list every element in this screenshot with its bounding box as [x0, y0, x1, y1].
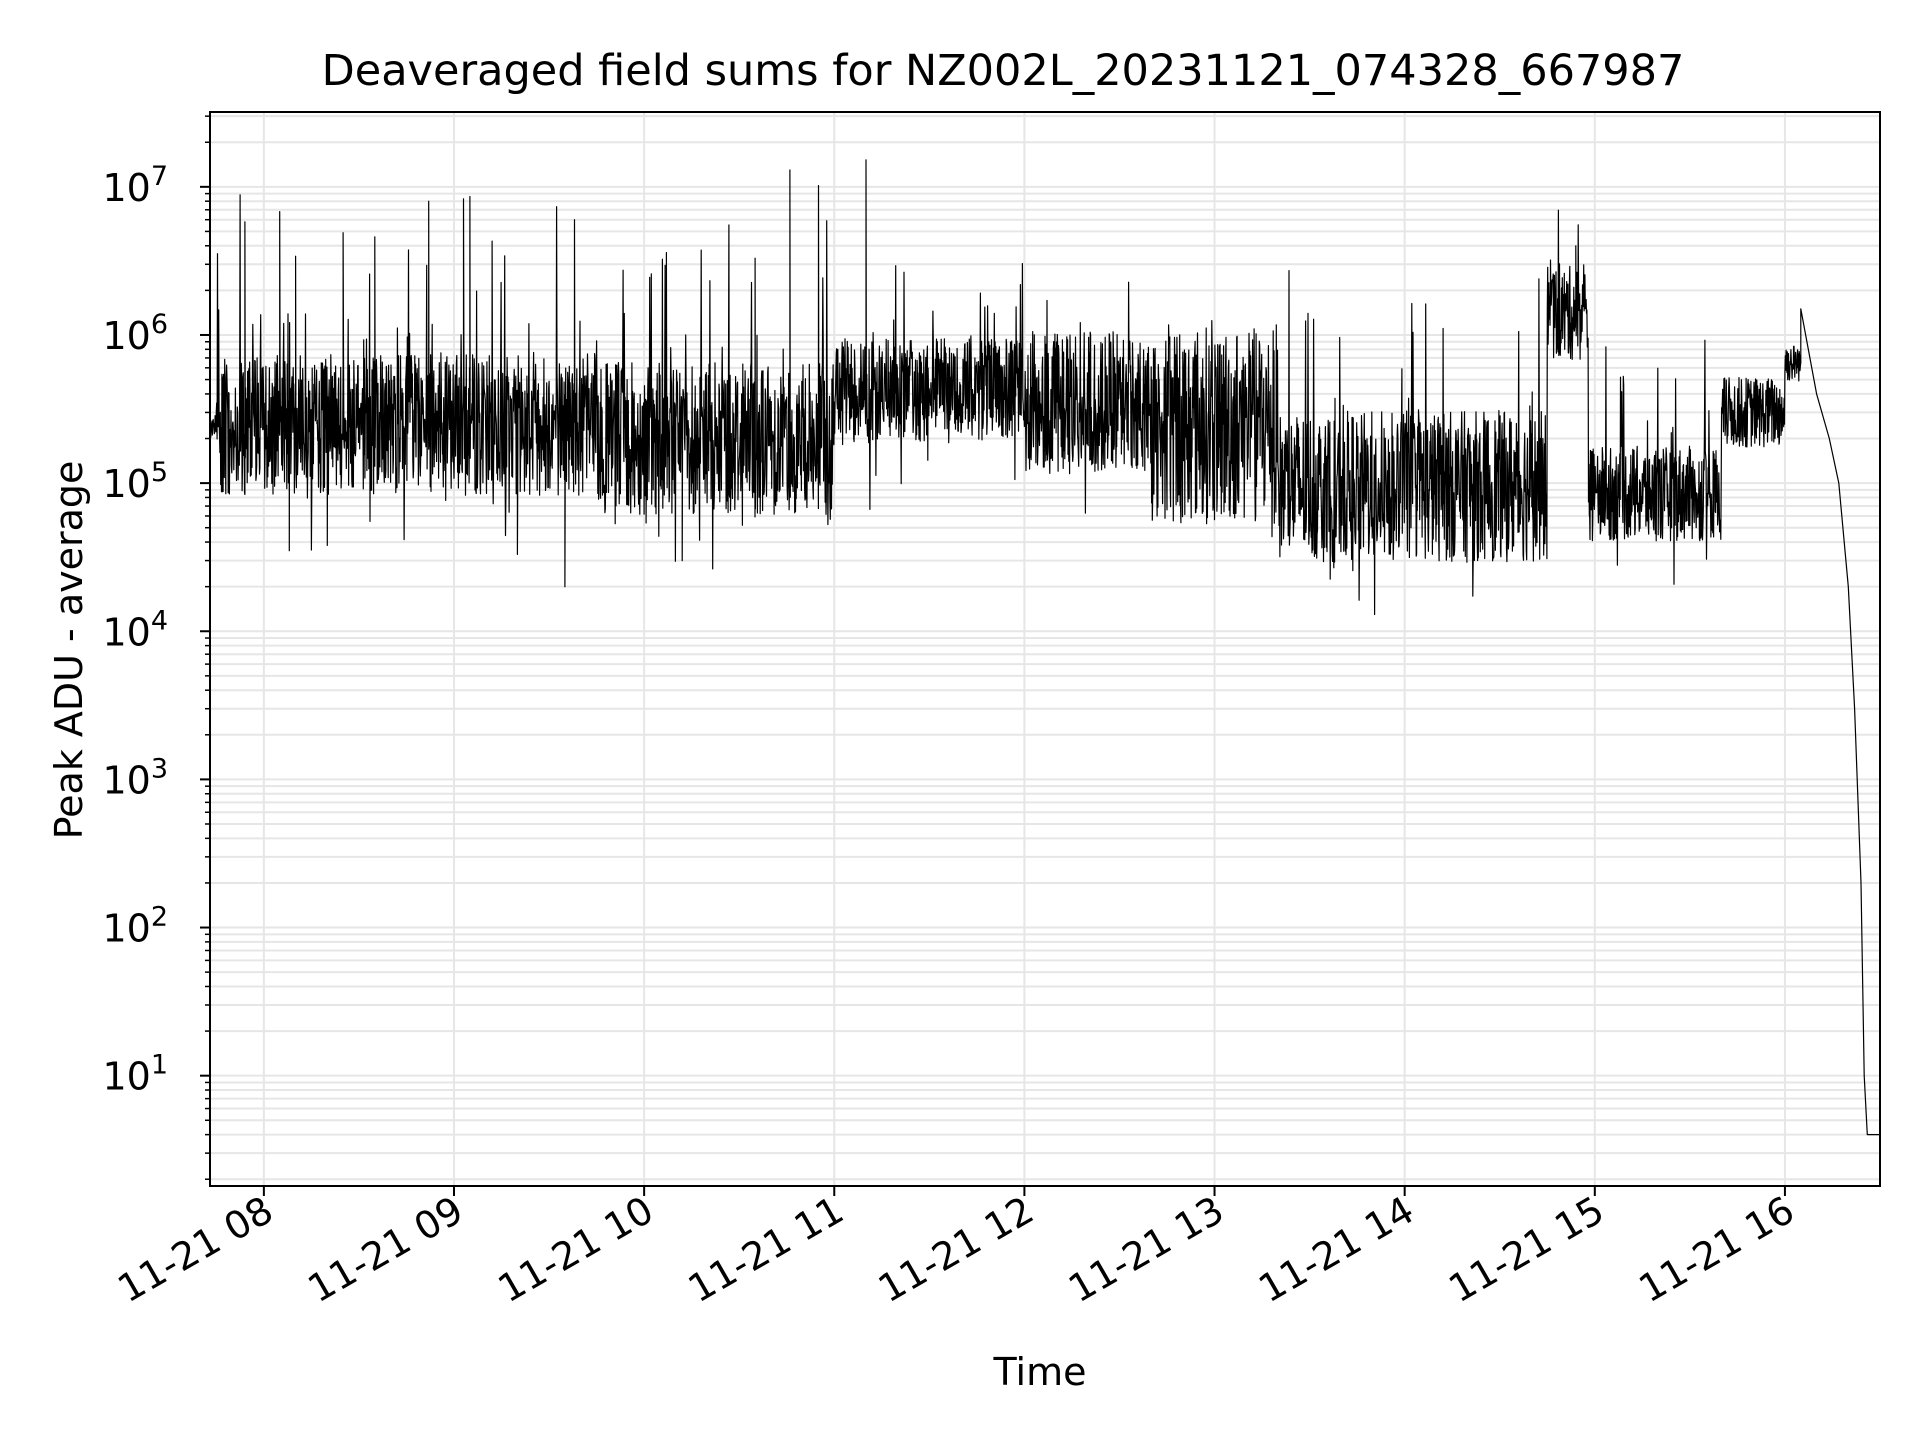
x-tick-label: 11-21 08: [110, 1188, 280, 1312]
y-axis: 101 102 103 104 105 106 107: [102, 115, 210, 1180]
y-tick-label: 107: [102, 161, 168, 210]
y-tick-label: 105: [102, 457, 168, 506]
chart-title: Deaveraged field sums for NZ002L_2023112…: [322, 46, 1685, 96]
series-line: [209, 159, 1880, 1136]
x-tick-label: 11-21 15: [1441, 1188, 1611, 1312]
x-axis: 11-21 08 11-21 09 11-21 10 11-21 11 11-21 12…: [110, 1186, 1801, 1311]
y-axis-label: Peak ADU - average: [47, 461, 91, 840]
x-tick-label: 11-21 16: [1631, 1188, 1801, 1312]
x-tick-label: 11-21 12: [871, 1188, 1041, 1312]
x-tick-label: 11-21 13: [1061, 1188, 1231, 1312]
y-tick-label: 101: [102, 1050, 168, 1099]
series-layer: [209, 159, 1880, 1136]
plot-area-frame: [209, 111, 1881, 1187]
y-tick-label: 103: [102, 753, 168, 802]
x-tick-label: 11-21 11: [681, 1188, 851, 1312]
grid-layer: [210, 112, 1880, 1186]
x-tick-label: 11-21 09: [301, 1188, 471, 1312]
y-tick-label: 104: [102, 605, 168, 654]
y-tick-label: 106: [102, 309, 168, 358]
x-axis-label: Time: [993, 1350, 1087, 1394]
y-tick-label: 102: [102, 902, 168, 951]
x-tick-label: 11-21 14: [1251, 1188, 1421, 1312]
x-tick-label: 11-21 10: [491, 1188, 661, 1312]
